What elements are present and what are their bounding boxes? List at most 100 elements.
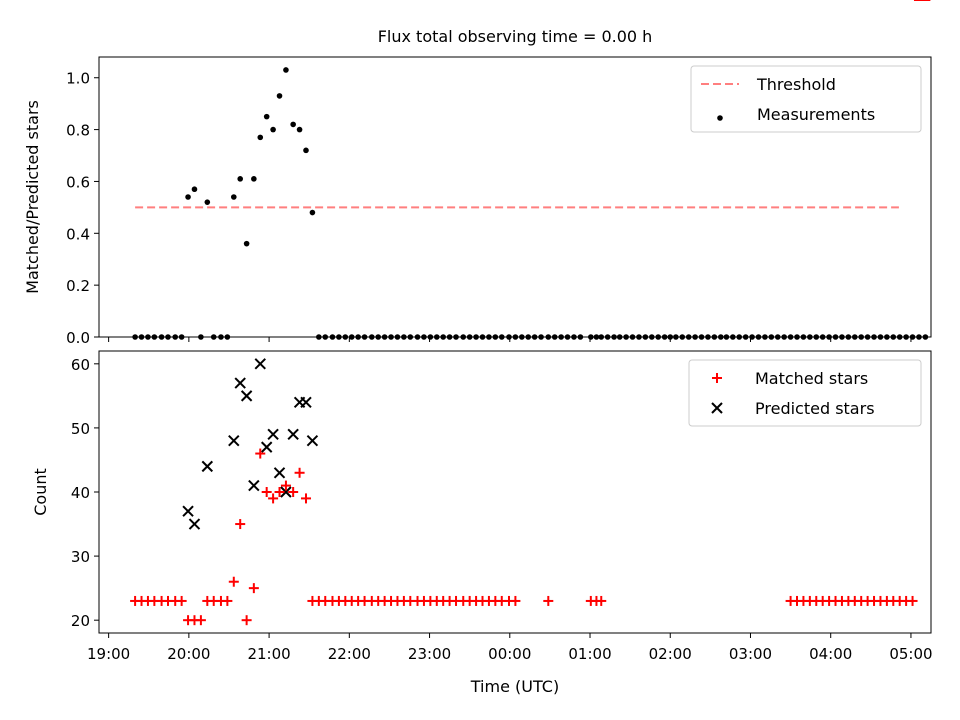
x-tick-label: 01:00	[568, 645, 611, 663]
y-tick-label: 30	[71, 548, 90, 566]
measurement-point	[479, 334, 486, 340]
measurement-point	[813, 334, 820, 340]
measurement-point	[251, 176, 257, 182]
matched-point	[235, 519, 246, 530]
measurement-point	[755, 334, 762, 340]
y-tick-label: 0.8	[66, 122, 90, 140]
x-tick-label: 19:00	[87, 645, 130, 663]
measurement-point	[551, 334, 558, 340]
measurement-point	[884, 334, 890, 340]
predicted-point	[248, 479, 260, 492]
x-tick-label: 20:00	[167, 645, 210, 663]
measurement-point	[717, 334, 724, 340]
top-y-label: Matched/Predicted stars	[23, 100, 42, 294]
y-tick-label: 60	[71, 356, 90, 374]
measurement-point	[218, 334, 224, 340]
measurement-point	[473, 334, 479, 340]
measurement-point	[421, 334, 427, 340]
measurement-point	[598, 334, 605, 340]
measurement-point	[322, 334, 329, 340]
bottom-series	[130, 0, 931, 626]
predicted-point	[306, 435, 319, 447]
measurement-point	[616, 334, 623, 340]
measurement-point	[178, 334, 185, 340]
measurement-point	[564, 334, 571, 340]
matched-point	[195, 615, 206, 626]
measurement-point	[132, 334, 138, 340]
measurement-point	[145, 334, 151, 340]
measurement-point	[303, 147, 309, 154]
measurement-point	[361, 334, 368, 340]
measurement-point	[871, 334, 877, 340]
measurement-point	[832, 334, 839, 340]
x-tick-label: 02:00	[649, 645, 692, 663]
x-tick-label: 04:00	[809, 645, 852, 663]
measurement-point	[794, 334, 800, 340]
measurement-point	[896, 334, 903, 340]
measurement-point	[807, 334, 813, 340]
predicted-point	[201, 460, 214, 473]
measurement-point	[466, 334, 473, 340]
predicted-point	[182, 505, 194, 517]
matched-point	[268, 493, 279, 504]
y-tick-label: 0.2	[66, 277, 90, 295]
legend-frame	[688, 359, 922, 427]
measurement-point	[243, 240, 250, 247]
measurement-point	[774, 334, 781, 340]
top-legend: Threshold Measurements	[690, 65, 922, 133]
matched-point	[510, 595, 521, 606]
measurement-point	[342, 334, 349, 340]
bottom-y-label: Count	[31, 468, 50, 516]
measurement-point	[839, 334, 845, 340]
measurement-point	[629, 334, 636, 340]
measurement-point	[401, 334, 407, 340]
legend-swatch	[711, 402, 723, 414]
measurement-point	[165, 334, 171, 340]
measurement-point	[648, 334, 655, 340]
top-y-axis: 0.0 0.2 0.4 0.6 0.8 1.0	[66, 70, 99, 347]
chart-title: Flux total observing time = 0.00 h	[378, 27, 653, 46]
measurement-point	[851, 334, 858, 340]
measurement-point	[276, 93, 283, 99]
measurement-point	[858, 334, 864, 340]
measurement-point	[692, 334, 698, 340]
measurement-point	[316, 334, 322, 340]
measurement-point	[667, 334, 674, 340]
measurement-point	[138, 334, 145, 340]
y-tick-label: 40	[71, 484, 90, 502]
legend-frame	[690, 65, 922, 133]
measurement-point	[492, 334, 499, 340]
measurement-point	[636, 334, 642, 340]
predicted-point	[280, 486, 292, 498]
measurement-point	[571, 334, 577, 340]
predicted-point	[287, 428, 299, 441]
y-tick-label: 1.0	[66, 70, 90, 88]
bottom-panel: 20 30 40 50 60 19:00 20:00 21:00 22:00 23:00 00:0…	[31, 0, 933, 663]
legend-label: Matched stars	[755, 369, 868, 388]
measurement-point	[922, 334, 929, 340]
measurement-point	[749, 334, 755, 340]
measurement-point	[158, 334, 165, 340]
matched-point	[228, 576, 239, 587]
measurement-point	[545, 334, 552, 340]
x-tick-label: 21:00	[247, 645, 290, 663]
measurement-point	[588, 334, 594, 340]
measurement-point	[611, 334, 617, 340]
y-tick-label: 50	[71, 420, 90, 438]
matched-point	[241, 615, 252, 626]
matched-point	[543, 595, 554, 606]
matched-point	[596, 595, 607, 606]
measurement-point	[151, 334, 158, 340]
x-axis-label: Time (UTC)	[470, 677, 559, 696]
predicted-point	[260, 441, 273, 453]
measurement-point	[679, 334, 686, 340]
y-tick-label: 0.0	[66, 329, 90, 347]
measurement-point	[375, 334, 382, 340]
measurement-point	[296, 126, 303, 133]
measurement-point	[730, 334, 736, 340]
measurement-point	[623, 334, 629, 340]
measurement-point	[172, 334, 179, 340]
measurement-point	[486, 334, 492, 340]
x-tick-label: 05:00	[889, 645, 932, 663]
measurement-point	[916, 334, 922, 340]
